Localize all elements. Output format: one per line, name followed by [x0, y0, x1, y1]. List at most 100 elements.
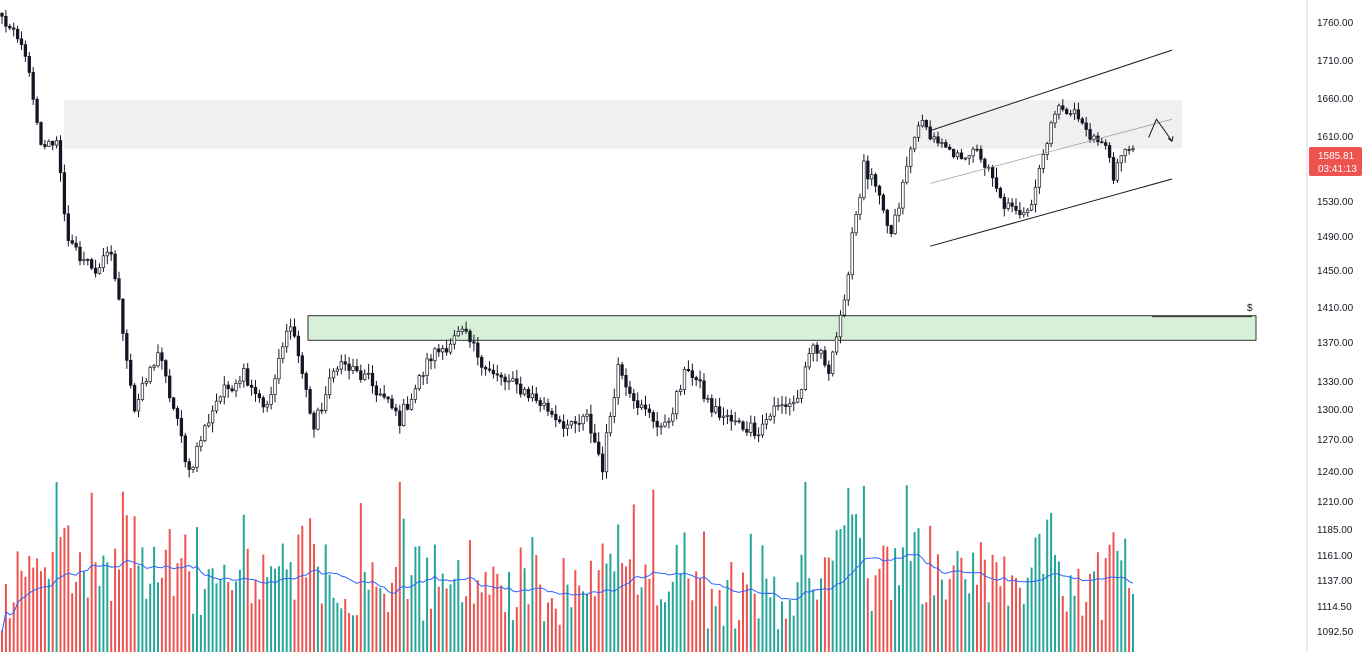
- candle-up: [54, 140, 59, 146]
- volume-bar: [816, 599, 819, 652]
- candle-up: [1072, 109, 1077, 115]
- volume-bar: [367, 589, 370, 652]
- candle-up: [511, 378, 515, 382]
- candle-down: [355, 366, 359, 372]
- candle-up: [327, 377, 332, 396]
- candle-down: [1010, 202, 1014, 207]
- volume-bar: [164, 549, 167, 652]
- volume-bar: [289, 562, 292, 652]
- candle-up: [932, 136, 936, 140]
- volume-bar: [1116, 550, 1119, 652]
- volume-bar: [781, 601, 783, 652]
- volume-bar: [1096, 552, 1099, 652]
- candle-down: [257, 393, 262, 399]
- candle-down: [109, 251, 113, 255]
- volume-bar: [371, 562, 374, 652]
- volume-bar: [160, 577, 163, 652]
- candle-down: [499, 374, 503, 378]
- volume-bar: [917, 528, 920, 652]
- volume-bar: [133, 516, 136, 652]
- candle-down: [117, 278, 121, 300]
- candle-up: [901, 181, 905, 209]
- candle-up: [612, 397, 616, 417]
- candle-down: [948, 146, 952, 150]
- volume-bar: [894, 548, 897, 652]
- volume-bar: [1073, 595, 1076, 652]
- candle-down: [495, 373, 499, 376]
- volume-bar: [574, 570, 577, 652]
- candle-up: [195, 446, 199, 468]
- volume-bar: [675, 544, 678, 652]
- candle-down: [132, 384, 137, 412]
- candle-down: [753, 422, 757, 437]
- volume-bar: [1085, 601, 1088, 652]
- candle-up: [273, 378, 277, 395]
- volume-bar: [94, 562, 97, 652]
- candle-down: [745, 428, 749, 433]
- price-axis[interactable]: 1760.001710.001660.001610.001570.001530.…: [1306, 0, 1354, 652]
- volume-bar: [355, 615, 358, 652]
- volume-bar: [628, 559, 631, 652]
- candle-up: [893, 214, 897, 234]
- price-tick-label: 1710.00: [1317, 56, 1354, 67]
- volume-bar: [406, 598, 409, 652]
- candle-up: [136, 399, 141, 412]
- volume-bar: [718, 590, 721, 652]
- volume-bar: [898, 585, 900, 652]
- candle-up: [846, 274, 850, 301]
- volume-bar: [851, 514, 854, 652]
- candle-up: [667, 420, 671, 423]
- candle-up: [199, 440, 203, 447]
- volume-bar: [991, 554, 994, 652]
- volume-bar: [554, 608, 557, 652]
- volume-bar: [940, 579, 943, 652]
- candle-down: [164, 360, 168, 377]
- candle-down: [636, 400, 640, 408]
- volume-bar: [1108, 544, 1111, 652]
- price-tick-label: 1210.00: [1317, 497, 1354, 508]
- volume-bar: [1022, 603, 1025, 652]
- volume-bar: [944, 599, 947, 652]
- candle-down: [19, 38, 24, 45]
- volume-bar: [1050, 512, 1053, 652]
- price-tick-label: 1450.00: [1317, 266, 1354, 277]
- candle-up: [788, 403, 792, 407]
- volume-bar: [1124, 538, 1127, 652]
- candle-down: [62, 172, 67, 215]
- candle-down: [468, 330, 472, 343]
- candle-down: [390, 398, 394, 409]
- volume-bar: [527, 604, 530, 652]
- volume-bar: [215, 583, 218, 652]
- volume-bar: [196, 527, 198, 652]
- volume-bar: [703, 531, 705, 652]
- price-tick-label: 1330.00: [1317, 377, 1354, 388]
- volume-bar: [827, 557, 830, 652]
- candle-up: [140, 382, 145, 400]
- volume-bar: [667, 591, 670, 652]
- volume-bar: [742, 572, 744, 652]
- volume-bar: [757, 618, 760, 652]
- candle-up: [363, 373, 367, 380]
- volume-bar: [422, 620, 425, 652]
- candle-down: [936, 136, 940, 144]
- candle-down: [58, 140, 63, 174]
- candle-up: [191, 466, 195, 470]
- candle-down: [1014, 205, 1018, 211]
- volume-bar: [207, 569, 210, 652]
- candle-up: [1006, 202, 1010, 209]
- candle-down: [519, 383, 523, 395]
- volume-bar: [1, 630, 3, 652]
- volume-bar: [843, 525, 846, 652]
- volume-bar: [589, 560, 592, 652]
- volume-bar: [749, 533, 752, 652]
- candle-up: [281, 346, 285, 359]
- candle-down: [31, 72, 35, 100]
- candle-down: [573, 421, 577, 424]
- candle-down: [975, 148, 979, 151]
- candle-down: [558, 419, 562, 423]
- volume-bar: [457, 560, 460, 652]
- candle-down: [1002, 197, 1006, 209]
- volume-bar: [777, 629, 780, 652]
- candle-down: [171, 397, 176, 409]
